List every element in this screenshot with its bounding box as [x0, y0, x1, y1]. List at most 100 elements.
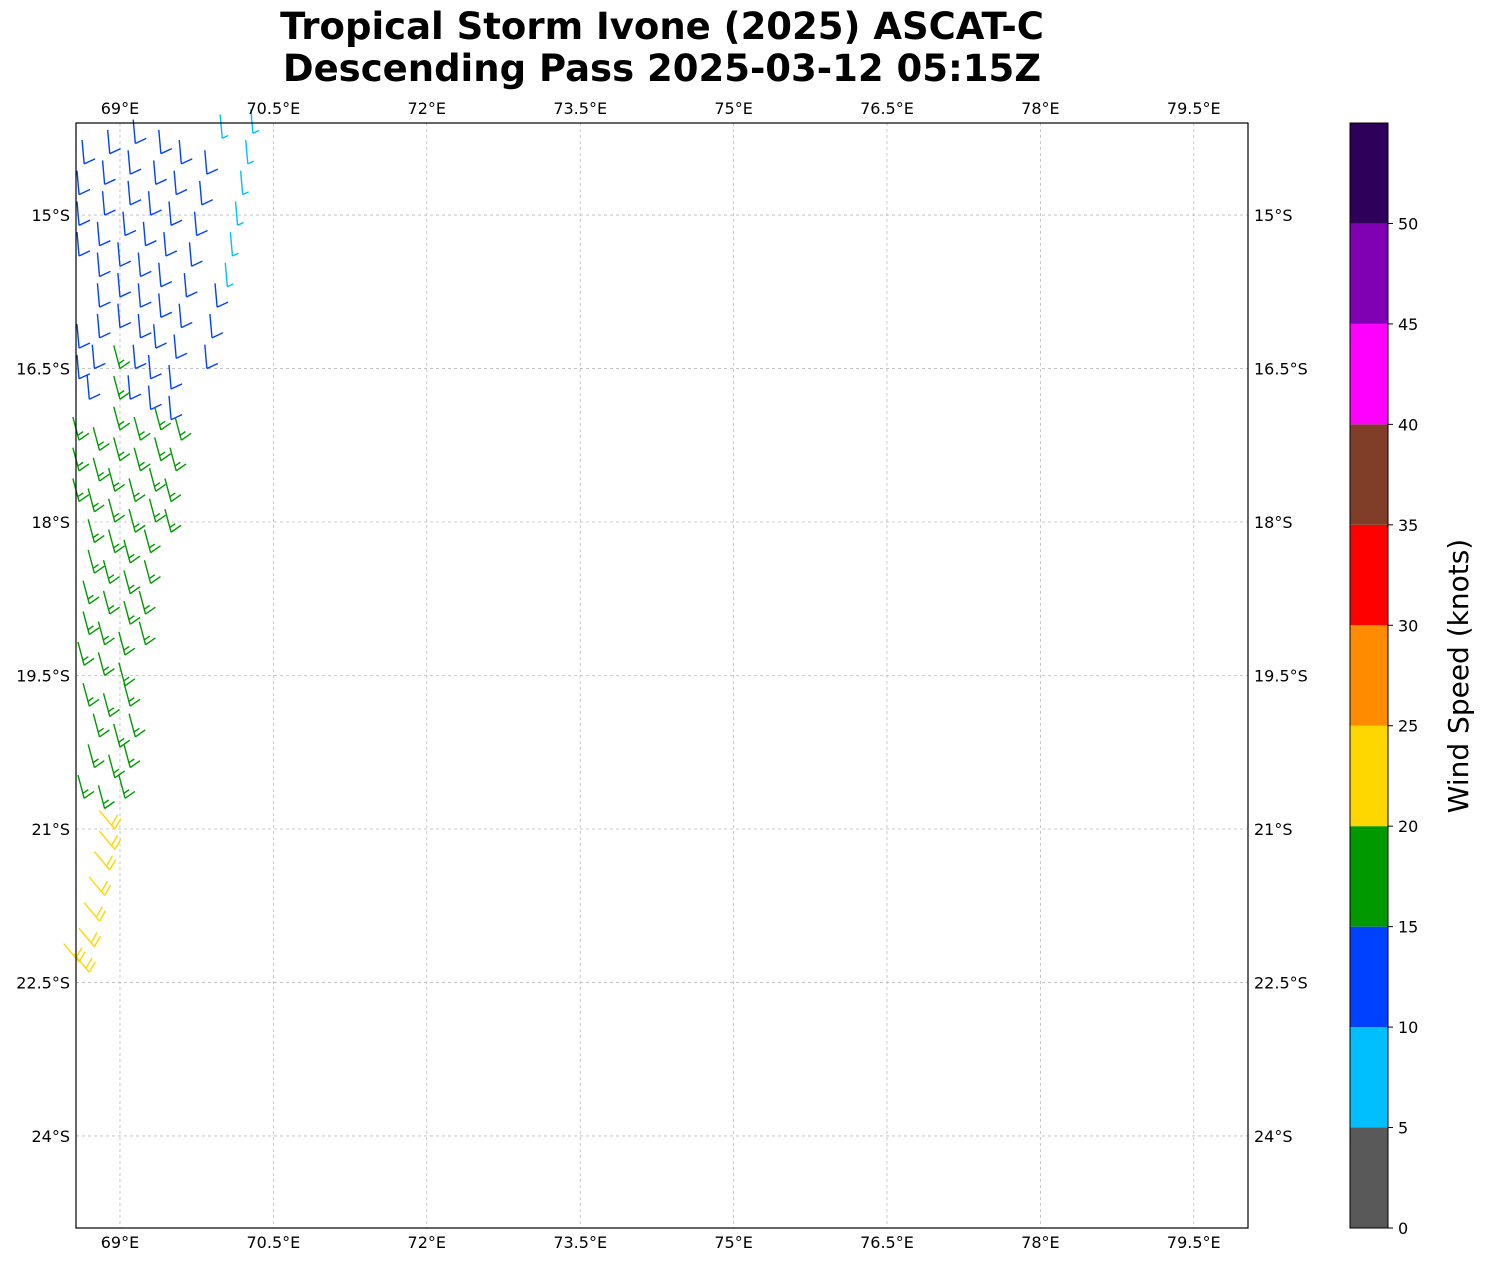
- colorbar-segment: [1350, 123, 1388, 224]
- wind-barb: [137, 252, 152, 278]
- map-frame: [75, 122, 1249, 1229]
- wind-barb: [98, 810, 122, 830]
- wind-barb: [77, 774, 95, 799]
- wind-barb: [127, 375, 142, 400]
- wind-barb: [101, 191, 116, 216]
- colorbar-segment: [1350, 524, 1388, 626]
- wind-barb: [164, 478, 182, 503]
- colorbar-tick-label: 10: [1398, 1018, 1418, 1037]
- wind-barb: [82, 682, 100, 707]
- wind-barb: [132, 344, 147, 370]
- lat-label-left: 24°S: [31, 1127, 70, 1146]
- lon-label-bottom: 76.5°E: [860, 1233, 914, 1252]
- wind-barb: [128, 508, 146, 533]
- colorbar-tick-label: 0: [1398, 1219, 1408, 1238]
- wind-barb: [107, 467, 126, 492]
- wind-barb: [245, 139, 255, 165]
- lon-label-bottom: 78°E: [1021, 1233, 1059, 1252]
- wind-barb: [148, 498, 166, 523]
- wind-barb: [164, 508, 182, 533]
- colorbar-tick-label: 5: [1398, 1119, 1408, 1138]
- wind-barb: [127, 180, 142, 206]
- wind-barb: [113, 345, 131, 370]
- colorbar-segment: [1350, 424, 1388, 525]
- wind-barb: [92, 713, 110, 738]
- colorbar-segment: [1350, 826, 1388, 927]
- wind-barb: [174, 416, 192, 441]
- lon-label-bottom: 75°E: [714, 1233, 752, 1252]
- wind-barb: [82, 580, 100, 605]
- wind-barb: [168, 201, 183, 226]
- colorbar-tick-label: 40: [1398, 415, 1418, 434]
- wind-barb: [92, 427, 110, 451]
- colorbar-tick-label: 35: [1398, 516, 1418, 535]
- wind-barb: [77, 641, 95, 666]
- lat-label-right: 22.5°S: [1254, 973, 1308, 992]
- wind-barb: [183, 272, 198, 298]
- wind-barb: [72, 416, 90, 441]
- wind-barb: [229, 232, 239, 257]
- lon-label-top: 73.5°E: [553, 99, 607, 118]
- wind-barb: [118, 774, 136, 799]
- wind-barb: [137, 283, 152, 308]
- lon-label-bottom: 72°E: [408, 1233, 446, 1252]
- wind-barb: [147, 191, 162, 216]
- wind-barb: [219, 114, 229, 139]
- wind-barb: [178, 139, 193, 165]
- wind-barb: [153, 437, 172, 462]
- colorbar-segment: [1350, 223, 1388, 324]
- wind-barb: [76, 201, 91, 226]
- wind-barb: [173, 334, 188, 359]
- wind-barb: [168, 365, 183, 390]
- colorbar-tick-label: 25: [1398, 717, 1418, 736]
- wind-barb: [118, 662, 136, 687]
- wind-barb: [106, 129, 121, 155]
- wind-barb: [234, 201, 244, 226]
- wind-barb: [117, 272, 132, 298]
- wind-barb: [98, 830, 122, 850]
- wind-barb: [81, 139, 96, 165]
- wind-barb: [113, 406, 131, 431]
- lat-label-right: 21°S: [1254, 820, 1293, 839]
- wind-barb: [152, 160, 167, 186]
- colorbar-tick-label: 30: [1398, 616, 1418, 635]
- wind-barb: [87, 744, 105, 769]
- wind-barb: [86, 375, 101, 400]
- colorbar-tick-label: 20: [1398, 817, 1418, 836]
- lat-label-left: 18°S: [31, 513, 70, 532]
- wind-barb: [118, 631, 136, 656]
- colorbar-segment: [1350, 625, 1388, 726]
- wind-barb: [102, 560, 120, 584]
- lon-label-top: 72°E: [408, 99, 446, 118]
- wind-barb: [158, 262, 173, 288]
- wind-barb: [143, 560, 161, 584]
- wind-barb: [87, 549, 105, 574]
- wind-barb: [153, 406, 172, 431]
- lat-label-right: 15°S: [1254, 206, 1293, 225]
- wind-barb: [113, 437, 131, 462]
- lon-label-top: 70.5°E: [247, 99, 301, 118]
- lat-label-right: 18°S: [1254, 513, 1293, 532]
- lat-label-left: 16.5°S: [16, 360, 70, 379]
- lat-label-left: 21°S: [31, 820, 70, 839]
- wind-barb: [123, 744, 141, 769]
- wind-barb: [128, 713, 146, 738]
- coordinate-labels: 69°E 69°E 70.5°E 70.5°E 72°E 72°E 73.5°E 73.5°E…: [16, 99, 1308, 1252]
- wind-barb: [76, 170, 91, 196]
- wind-barb: [193, 211, 208, 237]
- wind-barb: [133, 416, 151, 441]
- wind-barb: [82, 611, 100, 636]
- lat-label-right: 16.5°S: [1254, 360, 1308, 379]
- lat-label-left: 19.5°S: [16, 667, 70, 686]
- colorbar-label: Wind Speed (knots): [1442, 539, 1475, 813]
- wind-barb: [87, 519, 105, 544]
- wind-barb: [107, 498, 126, 523]
- wind-barb: [123, 600, 141, 625]
- wind-barb: [107, 754, 126, 779]
- wind-barb: [113, 723, 131, 748]
- colorbar-tick-label: 45: [1398, 315, 1418, 334]
- wind-barb: [209, 313, 224, 339]
- colorbar-segment: [1350, 1127, 1388, 1228]
- lat-label-right: 19.5°S: [1254, 667, 1308, 686]
- wind-barb: [123, 539, 141, 564]
